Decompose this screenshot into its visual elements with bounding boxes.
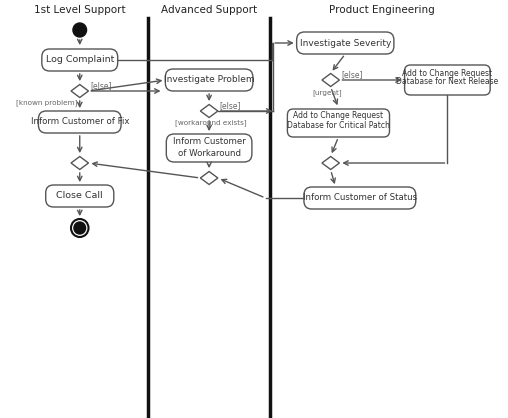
Text: [workaround exists]: [workaround exists]	[175, 120, 247, 126]
Polygon shape	[71, 156, 88, 170]
Text: Investigate Problem: Investigate Problem	[164, 76, 255, 84]
Text: Advanced Support: Advanced Support	[161, 5, 257, 15]
Circle shape	[74, 222, 85, 234]
FancyBboxPatch shape	[39, 111, 121, 133]
Text: [urgent]: [urgent]	[312, 89, 341, 97]
Text: [else]: [else]	[220, 102, 241, 110]
Text: Inform Customer of Fix: Inform Customer of Fix	[30, 117, 129, 127]
FancyBboxPatch shape	[288, 109, 390, 137]
Text: 1st Level Support: 1st Level Support	[34, 5, 125, 15]
Text: [else]: [else]	[341, 71, 363, 79]
Polygon shape	[322, 156, 339, 170]
FancyBboxPatch shape	[304, 187, 416, 209]
FancyBboxPatch shape	[46, 185, 114, 207]
Circle shape	[73, 23, 86, 37]
Text: Add to Change Request: Add to Change Request	[402, 69, 492, 77]
Polygon shape	[322, 74, 339, 87]
Text: Database for Next Release: Database for Next Release	[396, 77, 498, 87]
Text: Database for Critical Patch: Database for Critical Patch	[287, 122, 390, 130]
Text: Product Engineering: Product Engineering	[329, 5, 435, 15]
Polygon shape	[200, 104, 218, 117]
FancyBboxPatch shape	[297, 32, 394, 54]
Text: Investigate Severity: Investigate Severity	[300, 38, 391, 48]
FancyBboxPatch shape	[404, 65, 490, 95]
FancyBboxPatch shape	[165, 69, 253, 91]
FancyBboxPatch shape	[166, 134, 252, 162]
Text: Inform Customer: Inform Customer	[173, 138, 245, 146]
Text: Close Call: Close Call	[56, 191, 103, 201]
Text: [else]: [else]	[90, 82, 112, 91]
Text: Log Complaint: Log Complaint	[46, 56, 114, 64]
Text: [known problem]: [known problem]	[16, 99, 78, 106]
Text: Add to Change Request: Add to Change Request	[294, 112, 384, 120]
Circle shape	[71, 219, 88, 237]
Text: Inform Customer of Status: Inform Customer of Status	[303, 194, 417, 202]
FancyBboxPatch shape	[42, 49, 118, 71]
Polygon shape	[200, 171, 218, 184]
Polygon shape	[71, 84, 88, 97]
Text: of Workaround: of Workaround	[178, 150, 241, 158]
